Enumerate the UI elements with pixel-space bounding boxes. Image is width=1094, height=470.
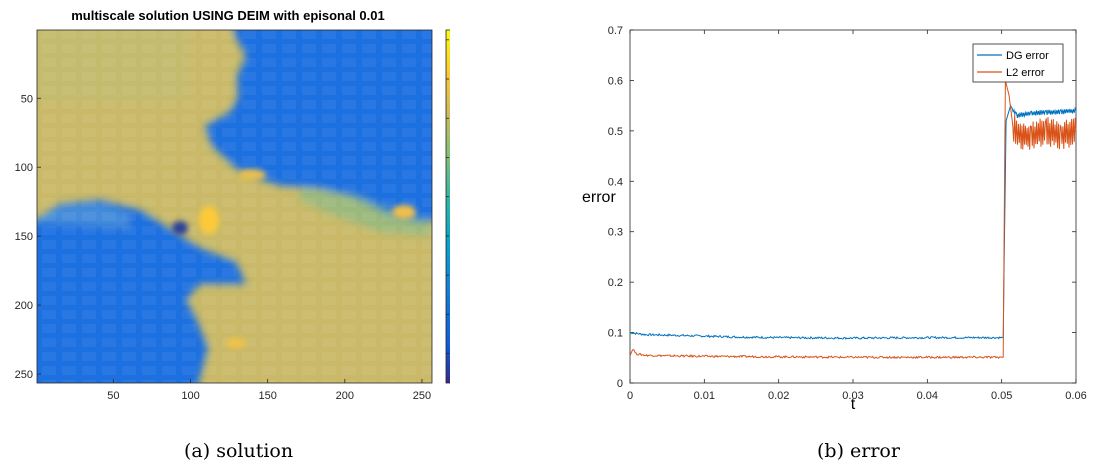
legend-label-l2: L2 error [1006,67,1045,79]
legend-box [972,43,1064,83]
legend-label-dg: DG error [1006,50,1049,62]
plot-area [629,29,1077,384]
x-tick-label: 0 [627,390,633,402]
series-line-dg-error [630,104,1077,340]
heatmap-y-tick-label: 250 [15,369,33,381]
heatmap-warm-spot-right [392,205,416,219]
y-axis-label: error [582,189,616,206]
heatmap-y-tick-label: 100 [15,162,33,174]
heatmap-cold-spot [172,221,188,235]
x-tick-label: 0.02 [768,390,789,402]
heatmap-x-tick-label: 50 [107,390,119,402]
x-tick-label: 0.03 [842,390,863,402]
x-tick-label: 0.06 [1065,390,1086,402]
heatmap-image [37,30,432,383]
y-tick-label: 0 [617,378,623,390]
x-axis-label: t [851,396,856,413]
heatmap-frame [36,29,433,384]
y-tick-label: 0.3 [608,227,623,239]
heatmap-y-tick-label: 50 [21,93,33,105]
caption-error: (b) error [817,440,900,462]
y-tick-label: 0.7 [608,25,623,37]
x-tick-label: 0.05 [991,390,1012,402]
y-tick-label: 0.2 [608,277,623,289]
x-tick-label: 0.01 [694,390,715,402]
y-tick-label: 0.4 [608,176,623,188]
heatmap-warm-spot-bottom [226,338,246,348]
heatmap-x-tick-label: 250 [413,390,431,402]
heatmap-x-tick-label: 200 [336,390,354,402]
heatmap-hot-spot [199,206,219,234]
heatmap-y-tick-label: 200 [15,300,33,312]
x-tick-label: 0.04 [917,390,938,402]
heatmap-y-tick-label: 150 [15,231,33,243]
caption-solution: (a) solution [184,440,294,462]
series-line-l2-error [629,80,1077,360]
heatmap-x-tick-label: 100 [181,390,199,402]
heatmap-x-tick-label: 150 [258,390,276,402]
y-tick-label: 0.5 [608,126,623,138]
legend: DG error L2 error [972,43,1064,83]
heatmap-warm-spot-center [238,169,266,181]
heatmap-title: multiscale solution USING DEIM with epis… [71,8,385,23]
solution-heatmap-figure: multiscale solution USING DEIM with epis… [15,8,450,402]
y-tick-label: 0.6 [608,75,623,87]
colorbar [445,29,450,384]
error-line-chart: 0 0.01 0.02 0.03 0.04 0.05 0.06 0 0.1 0.2 0.3 0.4 0.… [582,25,1087,413]
y-tick-label: 0.1 [608,328,623,340]
